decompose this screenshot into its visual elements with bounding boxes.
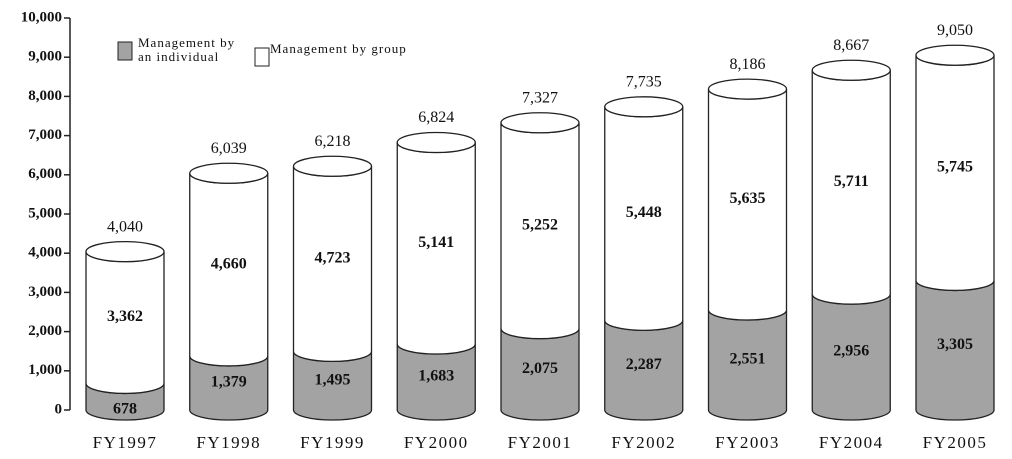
cylinder-top bbox=[85, 240, 165, 263]
value-label: 2,551 bbox=[730, 351, 766, 368]
legend-background bbox=[112, 34, 252, 94]
x-tick-label: FY2000 bbox=[404, 433, 469, 452]
cylinder-top bbox=[189, 162, 269, 184]
total-label: 4,040 bbox=[107, 218, 143, 235]
x-tick-label: FY2001 bbox=[508, 433, 573, 452]
total-label: 6,039 bbox=[211, 140, 247, 157]
legend-label-box: Management by group bbox=[270, 42, 407, 56]
total-label: 8,667 bbox=[833, 37, 869, 54]
y-tick-label: 0 bbox=[55, 401, 63, 417]
value-label: 4,660 bbox=[211, 255, 247, 272]
value-label: 4,723 bbox=[315, 249, 351, 266]
cylinder-top bbox=[915, 44, 995, 66]
x-tick-label: FY2002 bbox=[611, 433, 676, 452]
y-tick-label: 4,000 bbox=[28, 245, 62, 261]
cylinder-top bbox=[604, 96, 684, 118]
value-label: 2,956 bbox=[833, 343, 869, 360]
value-label: 5,141 bbox=[418, 234, 454, 251]
cylinder-top bbox=[811, 59, 891, 81]
y-tick-label: 5,000 bbox=[28, 205, 62, 221]
cylinder-top bbox=[707, 78, 788, 100]
y-tick-label: 10,000 bbox=[21, 9, 62, 25]
value-label: 2,075 bbox=[522, 360, 558, 377]
total-label: 6,824 bbox=[418, 109, 454, 126]
value-label: 1,379 bbox=[211, 374, 247, 391]
y-tick-label: 7,000 bbox=[28, 127, 62, 143]
y-tick-label: 8,000 bbox=[28, 88, 62, 104]
y-tick-label: 6,000 bbox=[28, 166, 62, 182]
total-label: 6,218 bbox=[315, 133, 351, 150]
value-label: 1,495 bbox=[315, 371, 351, 388]
legend-swatch bbox=[254, 47, 270, 67]
y-tick-label: 2,000 bbox=[28, 323, 62, 339]
value-label: 3,305 bbox=[937, 336, 973, 353]
value-label: 5,635 bbox=[730, 190, 766, 207]
x-tick-label: FY1998 bbox=[196, 433, 261, 452]
value-label: 1,683 bbox=[418, 368, 454, 385]
cylinder-top bbox=[500, 112, 580, 134]
value-label: 2,287 bbox=[626, 356, 662, 373]
y-tick-label: 1,000 bbox=[28, 362, 62, 378]
value-label: 5,745 bbox=[937, 159, 973, 176]
value-label: 5,448 bbox=[626, 204, 662, 221]
cylinder-top bbox=[396, 131, 476, 154]
value-label: 5,711 bbox=[834, 173, 869, 190]
total-label: 7,327 bbox=[522, 89, 558, 106]
total-label: 7,735 bbox=[626, 73, 662, 90]
y-tick-label: 9,000 bbox=[28, 49, 62, 65]
value-label: 5,252 bbox=[522, 216, 558, 233]
legend: Management by an individual Management by… bbox=[112, 34, 407, 94]
legend-label-box: Management by an individual bbox=[138, 36, 236, 64]
total-label: 8,186 bbox=[730, 56, 766, 73]
value-label: 3,362 bbox=[107, 308, 143, 325]
x-tick-label: FY1997 bbox=[93, 433, 158, 452]
x-tick-label: FY2005 bbox=[923, 433, 988, 452]
legend-label: Management by group bbox=[270, 42, 407, 56]
x-tick-label: FY2003 bbox=[715, 433, 780, 452]
legend-swatch bbox=[117, 41, 133, 61]
y-tick-label: 3,000 bbox=[28, 284, 62, 300]
x-tick-label: FY2004 bbox=[819, 433, 884, 452]
total-label: 9,050 bbox=[937, 22, 973, 39]
cylinder-top bbox=[292, 155, 373, 177]
legend-label: Management by an individual bbox=[138, 36, 236, 64]
x-tick-label: FY1999 bbox=[300, 433, 365, 452]
value-label: 678 bbox=[113, 401, 137, 418]
